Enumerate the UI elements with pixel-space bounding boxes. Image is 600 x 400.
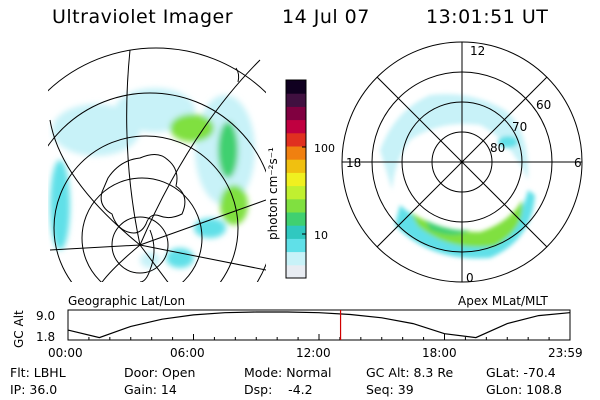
filter-info: Flt: LBHL <box>10 365 66 380</box>
colorbar-segment <box>286 225 306 239</box>
ip-info: IP: 36.0 <box>10 382 58 397</box>
mlt-grid <box>341 41 583 283</box>
colorbar-segment <box>286 212 306 226</box>
colorbar-segment <box>286 185 306 200</box>
gc-alt-info: GC Alt: 8.3 Re <box>366 365 454 380</box>
glon-info: GLon: 108.8 <box>486 382 562 397</box>
altitude-ytick-low: 1.8 <box>36 330 55 344</box>
altitude-ytick-high: 9.0 <box>36 309 55 323</box>
door-info: Door: Open <box>124 365 196 380</box>
xtick-1800: 18:00 <box>422 346 457 360</box>
geographic-caption: Geographic Lat/Lon <box>68 294 186 308</box>
xtick-0000: 00:00 <box>48 346 83 360</box>
seq-info: Seq: 39 <box>366 382 414 397</box>
gain-info: Gain: 14 <box>124 382 177 397</box>
altitude-curve <box>67 311 570 339</box>
colorbar-tick-10: 10 <box>314 229 328 242</box>
colorbar-segment <box>286 93 306 107</box>
altitude-xticks <box>67 334 571 340</box>
colorbar-segment <box>286 106 306 121</box>
mode-info: Mode: Normal <box>244 365 332 380</box>
mlt-label-6: 6 <box>574 156 582 170</box>
glat-info: GLat: -70.4 <box>486 365 556 380</box>
colorbar-segment <box>286 132 306 147</box>
colorbar-segment <box>286 146 306 160</box>
longitude-lines <box>49 49 266 282</box>
altitude-plot: 9.0 1.8 GC Alt <box>12 309 571 348</box>
xtick-0600: 06:00 <box>170 346 205 360</box>
instrument-title: Ultraviolet Imager <box>52 6 234 28</box>
colorbar-segment <box>286 198 306 213</box>
colorbar-segment <box>286 172 306 187</box>
lat-label-80: 80 <box>490 141 505 155</box>
colorbar-segment <box>286 251 306 266</box>
altitude-ylabel: GC Alt <box>12 310 26 348</box>
colorbar-segment <box>286 238 306 253</box>
mlt-label-18: 18 <box>346 156 361 170</box>
colorbar-tick-100: 100 <box>314 142 335 155</box>
mlt-caption: Apex MLat/MLT <box>458 294 548 308</box>
colorbar-frame <box>285 79 307 279</box>
mlt-label-0: 0 <box>466 271 474 285</box>
colorbar-segment <box>286 159 306 173</box>
xtick-1200: 12:00 <box>296 346 331 360</box>
time-label: 13:01:51 UT <box>426 6 549 28</box>
date-label: 14 Jul 07 <box>282 6 370 28</box>
geo-aurora-emission <box>50 88 255 268</box>
lat-label-60: 60 <box>536 98 551 112</box>
latitude-circles <box>48 47 266 282</box>
dsp-info: Dsp: -4.2 <box>244 382 313 397</box>
colorbar <box>285 79 307 279</box>
mlt-aurora-emission <box>380 94 535 259</box>
colorbar-unit-label: photon cm⁻²s⁻¹ <box>266 147 280 240</box>
mlt-polar-plot: 12 18 6 0 60 70 80 <box>341 41 583 285</box>
colorbar-segment <box>286 80 306 94</box>
lat-label-70: 70 <box>512 120 527 134</box>
colorbar-segment <box>286 264 306 279</box>
xtick-2359: 23:59 <box>548 346 583 360</box>
mlt-label-12: 12 <box>470 44 485 58</box>
geographic-map <box>48 47 266 282</box>
colorbar-segment <box>286 119 306 134</box>
coastline <box>100 154 186 234</box>
